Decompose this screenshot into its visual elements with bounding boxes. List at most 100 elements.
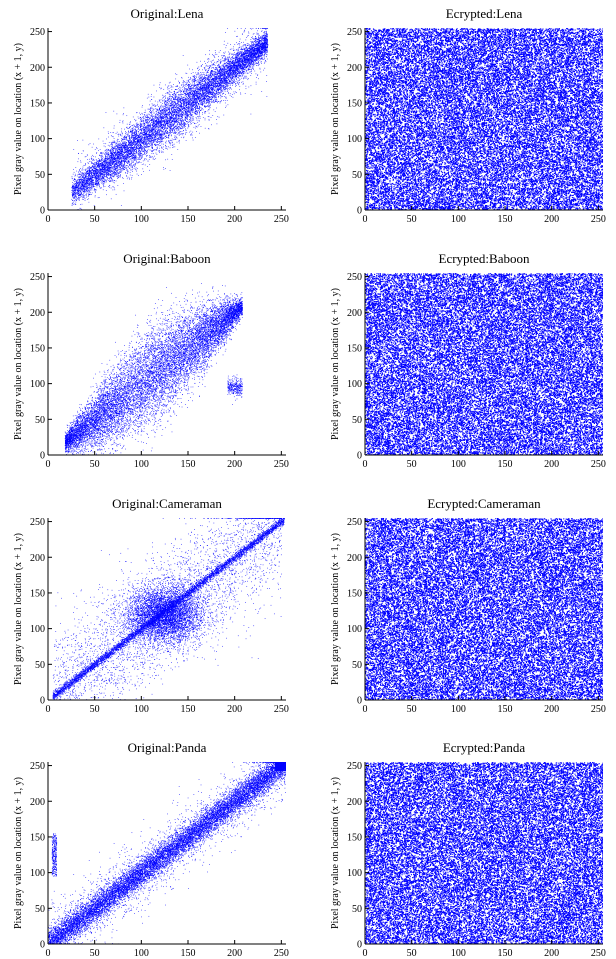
x-tick-label: 100 <box>134 704 149 715</box>
panel-title: Original:Lena <box>131 6 204 21</box>
y-tick-label: 150 <box>347 588 362 599</box>
y-tick-label: 50 <box>35 904 45 915</box>
x-tick-label: 200 <box>544 948 559 959</box>
x-tick-label: 100 <box>134 459 149 470</box>
scatter-panel: Original:Panda Pixel gray value on locati… <box>13 740 289 959</box>
y-axis-label: Pixel gray value on location (x + 1, y) <box>330 777 341 929</box>
scatter-panel: Ecrypted:Cameraman Pixel gray value on lo… <box>330 496 606 715</box>
x-tick-label: 200 <box>544 704 559 715</box>
panel-title: Original:Baboon <box>123 251 211 266</box>
y-axis-label: Pixel gray value on location (x + 1, y) <box>330 533 341 685</box>
x-tick-label: 150 <box>498 704 513 715</box>
x-tick-label: 250 <box>591 459 606 470</box>
panel-title: Ecrypted:Baboon <box>439 251 530 266</box>
y-tick-label: 100 <box>347 624 362 635</box>
x-tick-label: 100 <box>451 459 466 470</box>
y-tick-label: 200 <box>30 553 45 564</box>
x-tick-label: 250 <box>591 704 606 715</box>
x-tick-label: 250 <box>274 459 289 470</box>
y-tick-label: 200 <box>30 797 45 808</box>
x-tick-label: 200 <box>227 214 242 225</box>
x-tick-label: 150 <box>181 214 196 225</box>
y-tick-label: 50 <box>35 660 45 671</box>
y-tick-label: 100 <box>347 379 362 390</box>
y-tick-label: 0 <box>40 940 45 951</box>
y-tick-label: 200 <box>347 553 362 564</box>
y-tick-label: 0 <box>40 451 45 462</box>
x-tick-label: 50 <box>90 459 100 470</box>
panel-title: Original:Cameraman <box>112 496 222 511</box>
scatter-points <box>48 518 286 700</box>
x-tick-label: 50 <box>407 214 417 225</box>
y-tick-label: 200 <box>30 63 45 74</box>
x-tick-label: 0 <box>46 948 51 959</box>
scatter-points <box>365 28 603 210</box>
scatter-panel: Ecrypted:Panda Pixel gray value on locati… <box>330 740 606 959</box>
y-axis-label: Pixel gray value on location (x + 1, y) <box>13 777 24 929</box>
y-tick-label: 250 <box>347 272 362 283</box>
x-tick-label: 200 <box>227 459 242 470</box>
x-tick-label: 50 <box>407 459 417 470</box>
scatter-points <box>365 518 603 700</box>
y-axis-label: Pixel gray value on location (x + 1, y) <box>330 43 341 195</box>
x-tick-label: 50 <box>90 704 100 715</box>
x-tick-label: 150 <box>498 948 513 959</box>
x-tick-label: 0 <box>46 214 51 225</box>
y-tick-label: 200 <box>347 797 362 808</box>
x-tick-label: 100 <box>451 948 466 959</box>
y-tick-label: 250 <box>347 761 362 772</box>
y-tick-label: 100 <box>347 134 362 145</box>
x-tick-label: 150 <box>181 948 196 959</box>
y-tick-label: 150 <box>347 343 362 354</box>
scatter-panel: Original:Baboon Pixel gray value on locat… <box>13 251 289 470</box>
y-tick-label: 150 <box>30 588 45 599</box>
x-tick-label: 50 <box>407 948 417 959</box>
scatter-points <box>48 273 286 455</box>
y-tick-label: 150 <box>30 343 45 354</box>
y-tick-label: 50 <box>352 660 362 671</box>
y-axis-label: Pixel gray value on location (x + 1, y) <box>13 288 24 440</box>
y-tick-label: 0 <box>40 206 45 217</box>
x-tick-label: 150 <box>498 214 513 225</box>
y-tick-label: 100 <box>30 624 45 635</box>
y-tick-label: 50 <box>35 170 45 181</box>
x-tick-label: 150 <box>181 704 196 715</box>
x-tick-label: 200 <box>227 948 242 959</box>
x-tick-label: 0 <box>363 214 368 225</box>
y-tick-label: 50 <box>35 415 45 426</box>
x-tick-label: 100 <box>451 214 466 225</box>
y-tick-label: 50 <box>352 904 362 915</box>
x-tick-label: 50 <box>90 214 100 225</box>
y-tick-label: 250 <box>347 27 362 38</box>
panel-title: Original:Panda <box>128 740 207 755</box>
y-tick-label: 200 <box>30 308 45 319</box>
panel-title: Ecrypted:Panda <box>443 740 526 755</box>
y-tick-label: 100 <box>30 379 45 390</box>
x-tick-label: 250 <box>591 214 606 225</box>
y-tick-label: 250 <box>30 761 45 772</box>
x-tick-label: 0 <box>46 704 51 715</box>
y-tick-label: 0 <box>357 451 362 462</box>
x-tick-label: 250 <box>274 704 289 715</box>
y-tick-label: 250 <box>347 517 362 528</box>
x-tick-label: 200 <box>544 459 559 470</box>
y-tick-label: 200 <box>347 308 362 319</box>
y-tick-label: 150 <box>347 832 362 843</box>
y-tick-label: 100 <box>30 868 45 879</box>
y-axis-label: Pixel gray value on location (x + 1, y) <box>330 288 341 440</box>
y-tick-label: 150 <box>30 832 45 843</box>
scatter-points <box>365 762 603 944</box>
x-tick-label: 250 <box>591 948 606 959</box>
y-tick-label: 200 <box>347 63 362 74</box>
x-tick-label: 0 <box>363 704 368 715</box>
scatter-points <box>48 762 286 944</box>
y-tick-label: 100 <box>30 134 45 145</box>
x-tick-label: 50 <box>407 704 417 715</box>
x-tick-label: 100 <box>134 214 149 225</box>
y-tick-label: 100 <box>347 868 362 879</box>
x-tick-label: 150 <box>498 459 513 470</box>
x-tick-label: 0 <box>46 459 51 470</box>
y-tick-label: 250 <box>30 272 45 283</box>
y-tick-label: 50 <box>352 415 362 426</box>
